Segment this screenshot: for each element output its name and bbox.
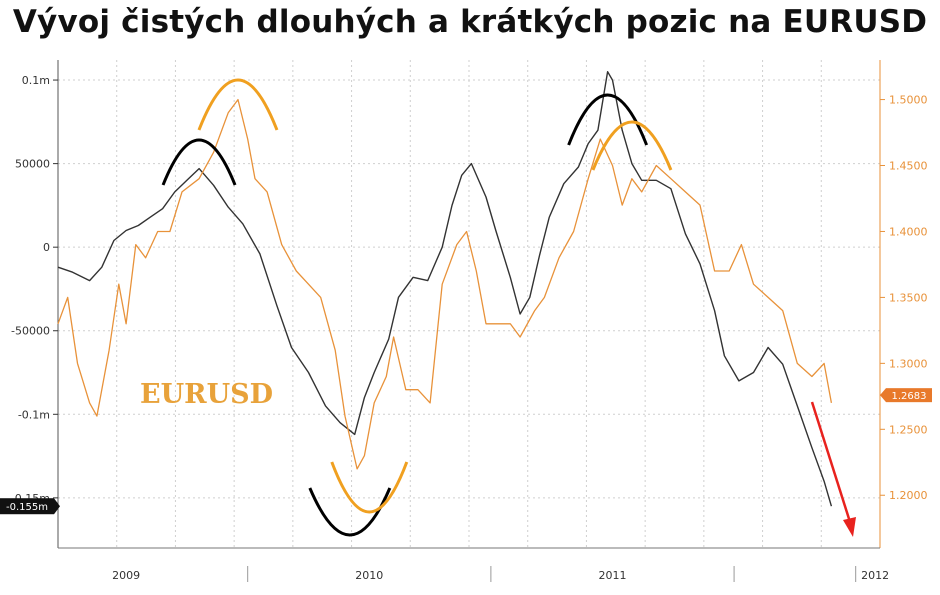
right-tick-label: 1.3000: [889, 357, 928, 370]
eurusd-line: [57, 98, 833, 470]
right-last-value-label: 1.2683: [892, 391, 927, 402]
x-tick-label: 2012: [861, 569, 889, 582]
annotations-layer: EURUSD: [140, 78, 856, 537]
trend-arrow-head: [843, 517, 856, 537]
right-tick-label: 1.2500: [889, 423, 928, 436]
right-tick-label: 1.3500: [889, 291, 928, 304]
grid: [58, 60, 880, 548]
net-positions-line: [57, 71, 833, 507]
left-tick-label: -50000: [11, 325, 50, 338]
right-tick-label: 1.4000: [889, 225, 928, 238]
left-last-value-label: -0.155m: [6, 502, 48, 513]
right-last-value-tag-pointer: [880, 388, 886, 403]
left-tick-label: 50000: [15, 158, 50, 171]
x-tick-label: 2011: [598, 569, 626, 582]
last-value-labels: -0.155m 1.2683: [0, 388, 932, 515]
right-axis-ticks: 1.2000 1.2500 1.3000 1.3500 1.4000 1.4500 1.50…: [880, 94, 928, 502]
chart-title: Vývoj čistých dlouhých a krátkých pozic …: [12, 4, 928, 40]
left-tick-label: 0.1m: [22, 74, 50, 87]
series-layer: [57, 71, 833, 507]
left-last-value-tag-pointer: [54, 498, 60, 515]
right-tick-label: 1.5000: [889, 94, 928, 107]
trend-arrow-shaft: [810, 401, 852, 523]
left-tick-label: -0.1m: [18, 408, 50, 421]
left-last-value-tag: [0, 498, 54, 515]
highlight-arc-top: [197, 78, 279, 131]
x-axis-ticks: 2009 2010 2011 2012: [112, 566, 889, 582]
right-tick-label: 1.4500: [889, 160, 928, 173]
highlight-arc-top: [591, 120, 673, 171]
x-tick-label: 2009: [112, 569, 140, 582]
plot-area: [58, 60, 880, 548]
right-tick-label: 1.2000: [889, 489, 928, 502]
axes: [57, 60, 881, 549]
highlight-arc-top: [161, 138, 237, 186]
x-tick-label: 2010: [355, 569, 383, 582]
left-tick-label: 0: [43, 241, 50, 254]
highlight-arc-bottom: [330, 461, 409, 514]
eurusd-series-label: EURUSD: [140, 379, 273, 410]
right-last-value-tag: [886, 388, 932, 403]
